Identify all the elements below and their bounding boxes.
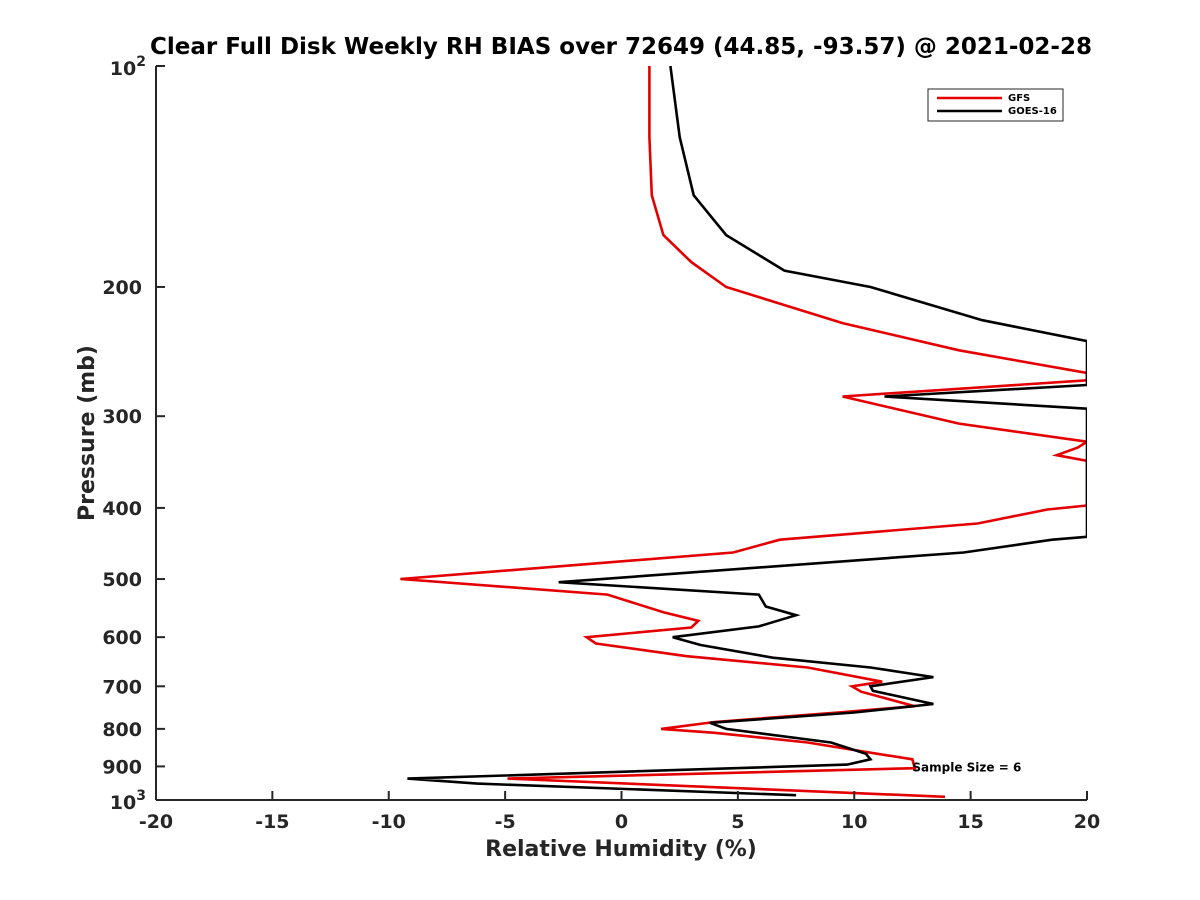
plot-lines: [400, 66, 1087, 799]
y-tick-label: 900: [102, 756, 142, 778]
y-tick-label: 103: [110, 788, 146, 814]
y-tick-label: 300: [102, 406, 142, 428]
x-tick-label: 20: [1074, 811, 1100, 833]
x-axis-ticks: -20 -15 -10 -5 0 5 10 15 20: [139, 791, 1100, 833]
legend-box: [927, 88, 1064, 122]
x-tick-label: -20: [139, 811, 173, 833]
series-line-goes-16: [407, 66, 1087, 797]
y-tick-label: 700: [102, 676, 142, 698]
y-tick-label: 200: [102, 277, 142, 299]
y-tick-label: 500: [102, 569, 142, 591]
x-tick-label: -15: [255, 811, 289, 833]
x-tick-label: 0: [615, 811, 628, 833]
x-tick-label: 10: [841, 811, 867, 833]
legend: GFS GOES-16: [927, 88, 1064, 122]
x-tick-label: -5: [495, 811, 516, 833]
y-tick-label: 102: [110, 54, 146, 80]
x-axis-label: Relative Humidity (%): [485, 837, 757, 862]
y-tick-label: 400: [102, 498, 142, 520]
x-tick-label: 5: [731, 811, 744, 833]
x-tick-label: -10: [372, 811, 406, 833]
legend-label-goes16: GOES-16: [1008, 106, 1057, 117]
y-tick-label: 600: [102, 627, 142, 649]
y-tick-label: 800: [102, 719, 142, 741]
y-axis-label: Pressure (mb): [75, 345, 100, 521]
series-line-gfs: [400, 66, 1087, 799]
y-axis-ticks: 102 200 300 400 500 600 700 800 900 103: [102, 54, 165, 814]
legend-label-gfs: GFS: [1008, 93, 1030, 104]
x-tick-label: 15: [957, 811, 983, 833]
sample-size-annotation: Sample Size = 6: [912, 760, 1021, 774]
chart-title: Clear Full Disk Weekly RH BIAS over 7264…: [150, 34, 1092, 60]
